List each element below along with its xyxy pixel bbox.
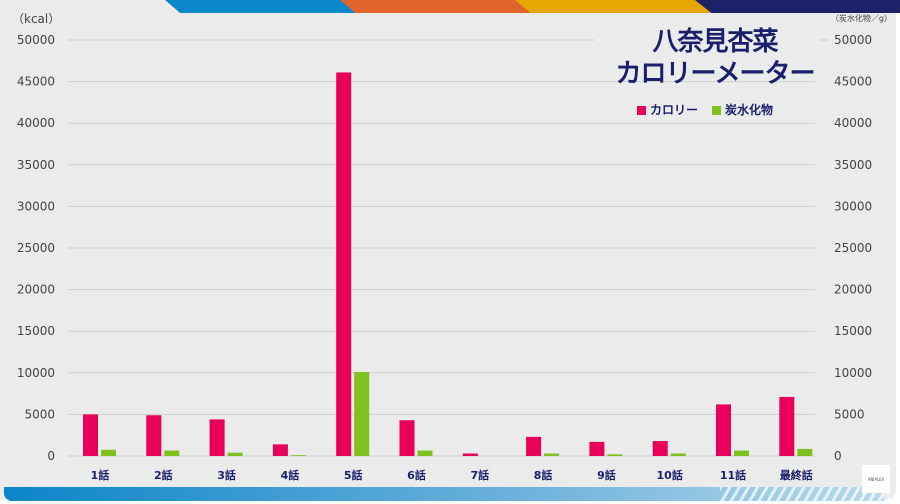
bar-carbs (354, 371, 370, 456)
y-tick-label-left: 5000 (24, 407, 55, 421)
bar-calorie (716, 404, 731, 456)
aniplex-logo: ANIPLEX (862, 465, 890, 493)
x-tick-label: 10話 (657, 468, 683, 482)
bar-calorie (399, 420, 415, 456)
x-tick-label: 2話 (154, 468, 173, 482)
bar-carbs (290, 455, 306, 456)
y-tick-label-right: 40000 (834, 116, 872, 130)
legend-item-carbs: 炭水化物 (712, 101, 773, 118)
chart-title: 八奈見杏菜 カロリーメーター (600, 26, 830, 90)
y-axis-label-right: （炭水化物／g） (831, 13, 892, 23)
bar-carbs (607, 454, 623, 456)
bar-carbs (101, 449, 116, 456)
y-tick-label-left: 20000 (17, 283, 55, 297)
x-tick-label: 最終話 (780, 468, 813, 482)
y-tick-label-right: 30000 (834, 199, 872, 213)
bar-carbs (417, 450, 433, 456)
y-axis-label-left: （kcal） (12, 12, 60, 26)
legend-label-calorie: カロリー (650, 103, 699, 117)
y-tick-label-left: 30000 (17, 199, 55, 213)
bar-calorie (272, 444, 288, 456)
y-tick-label-left: 35000 (17, 158, 55, 172)
y-tick-label-right: 15000 (834, 324, 872, 338)
y-tick-label-left: 40000 (17, 116, 55, 130)
bar-carbs (227, 452, 243, 456)
legend-label-carbs: 炭水化物 (725, 103, 774, 117)
legend-item-calorie: カロリー (637, 101, 698, 118)
bar-calorie (336, 72, 352, 456)
y-tick-label-right: 20000 (834, 283, 872, 297)
bar-calorie (83, 414, 98, 456)
bar-calorie (462, 453, 478, 456)
top-stripe-yellow (515, 0, 710, 13)
bottom-hatch (720, 487, 890, 501)
x-tick-label: 1話 (91, 468, 110, 482)
bar-calorie (652, 441, 668, 456)
bar-carbs (797, 448, 813, 456)
y-tick-label-right: 50000 (834, 33, 872, 47)
bar-calorie (209, 419, 225, 456)
top-stripe-navy (695, 0, 900, 13)
bar-calorie (146, 415, 162, 456)
x-tick-label: 8話 (534, 468, 553, 482)
top-stripe-orange (340, 0, 530, 13)
y-tick-label-left: 25000 (17, 241, 55, 255)
bar-calorie (526, 436, 542, 456)
bar-carbs (164, 450, 180, 456)
bar-carbs (670, 453, 686, 456)
y-tick-label-right: 35000 (834, 158, 872, 172)
y-tick-label-right: 0 (834, 449, 842, 463)
y-tick-label-right: 25000 (834, 241, 872, 255)
bottom-bar (4, 487, 884, 501)
top-stripe-blue (165, 0, 355, 13)
y-tick-label-left: 0 (47, 449, 55, 463)
legend-swatch-calorie (637, 106, 646, 115)
legend-swatch-carbs (712, 106, 722, 115)
x-tick-label: 4話 (281, 468, 300, 482)
y-tick-label-left: 45000 (17, 75, 55, 89)
y-tick-label-right: 10000 (834, 366, 872, 380)
y-tick-label-left: 15000 (17, 324, 55, 338)
x-tick-label: 9話 (597, 468, 616, 482)
x-tick-label: 5話 (344, 468, 363, 482)
legend: カロリー 炭水化物 (637, 101, 773, 118)
y-tick-label-left: 10000 (17, 366, 55, 380)
bar-calorie (779, 396, 795, 456)
x-tick-label: 7話 (470, 468, 489, 482)
x-tick-label: 3話 (217, 468, 236, 482)
title-line-2: カロリーメーター (615, 59, 816, 89)
x-tick-label: 11話 (720, 468, 746, 482)
y-tick-label-left: 50000 (17, 33, 55, 47)
title-line-1: 八奈見杏菜 (652, 27, 778, 57)
bar-carbs (544, 453, 560, 456)
x-tick-label: 6話 (407, 468, 426, 482)
y-tick-label-right: 45000 (834, 75, 872, 89)
bar-calorie (589, 441, 605, 456)
bar-carbs (734, 450, 749, 456)
y-tick-label-right: 5000 (834, 407, 865, 421)
